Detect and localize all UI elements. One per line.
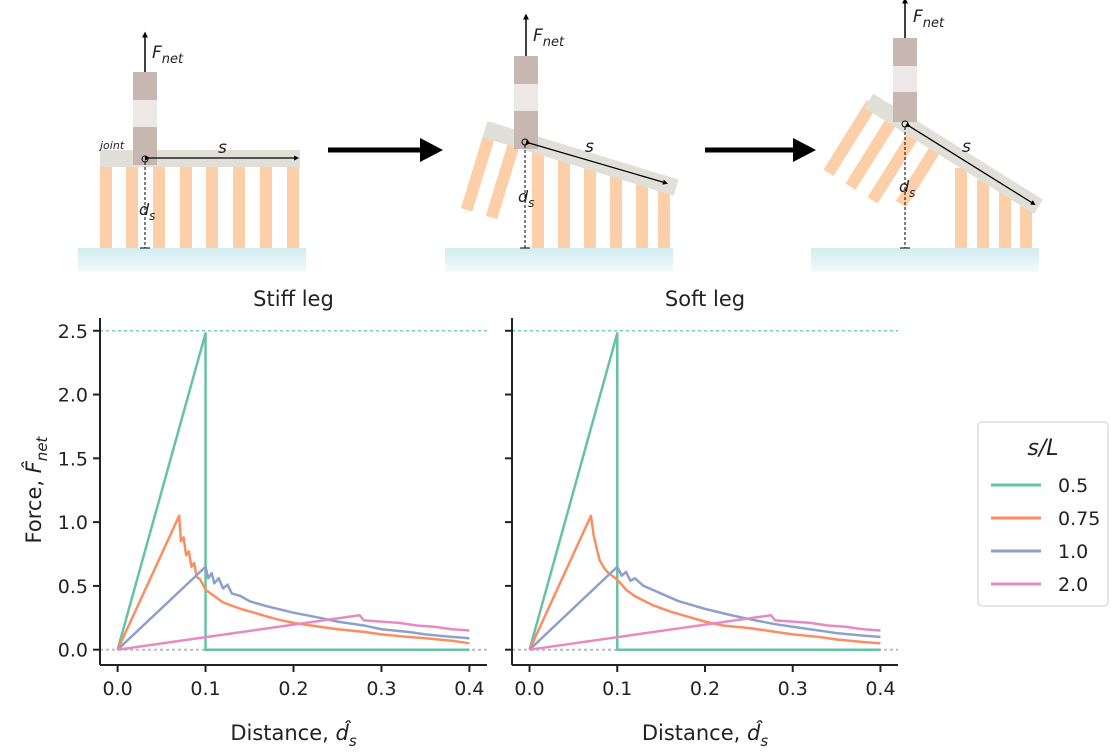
x-tick-label: 0.2 [278, 678, 308, 700]
svg-text:ds: ds [139, 200, 155, 223]
axis-label-sub: s [349, 732, 357, 750]
legend-title: s/L [1027, 436, 1058, 461]
x-tick-label: 0.2 [690, 678, 720, 700]
force-symbol: F [913, 7, 923, 27]
svg-text:Fnet: Fnet [913, 7, 945, 31]
axis-label-sub: net [33, 435, 51, 461]
axis-label: Force, F̂net [21, 435, 51, 543]
diagram-soft-2: Fnet s ds [811, 0, 1043, 272]
chart-title: Soft leg [665, 287, 745, 311]
y-tick-label: 0.0 [58, 640, 88, 662]
x-tick-label: 0.1 [602, 678, 632, 700]
depth-sub: s [149, 209, 155, 223]
series-line [528, 332, 881, 651]
y-tick-label: 0.5 [58, 576, 88, 598]
x-tick-label: 0.4 [454, 678, 484, 700]
svg-text:ds: ds [899, 177, 915, 200]
axis-label-text: Distance, [230, 721, 335, 745]
force-sub: net [543, 35, 565, 50]
svg-text:Fnet: Fnet [152, 43, 184, 67]
chart-title: Stiff leg [253, 287, 334, 311]
joint-label: joint [98, 139, 125, 152]
legend-label: 0.5 [1058, 475, 1088, 497]
x-tick-label: 0.1 [190, 678, 220, 700]
depth-symbol: d [899, 177, 910, 196]
axis-label-symbol: F̂ [21, 460, 46, 473]
span-label: s [962, 137, 971, 157]
span-label: s [218, 138, 227, 158]
axis-label-text: Force, [22, 473, 46, 543]
series-line [117, 613, 470, 651]
span-label: s [585, 137, 594, 157]
force-symbol: F [533, 26, 543, 46]
depth-sub: s [528, 196, 534, 210]
axis-label-symbol: d̂ [747, 720, 763, 745]
y-tick-label: 1.5 [58, 448, 88, 470]
series-line [116, 332, 470, 651]
depth-sub: s [909, 186, 915, 200]
legend-label: 2.0 [1058, 574, 1088, 596]
axis-label: Distance, d̂s [230, 720, 357, 750]
diagram-stiff: Fnet joint s ds [78, 31, 306, 272]
series-line [528, 565, 881, 651]
series-line [116, 565, 470, 651]
axis-label-sub: s [760, 732, 768, 750]
force-sub: net [923, 16, 945, 31]
force-symbol: F [152, 43, 162, 63]
x-tick-label: 0.0 [514, 678, 544, 700]
legend-label: 1.0 [1058, 541, 1088, 563]
x-tick-label: 0.3 [778, 678, 808, 700]
svg-text:Fnet: Fnet [533, 26, 565, 50]
depth-symbol: d [518, 187, 529, 206]
y-tick-label: 2.5 [58, 321, 88, 343]
series-line [116, 514, 470, 651]
arrow-head [793, 138, 816, 162]
force-sub: net [162, 52, 184, 67]
x-tick-label: 0.3 [366, 678, 396, 700]
y-tick-label: 2.0 [58, 385, 88, 407]
y-tick-label: 1.0 [58, 512, 88, 534]
series-line [528, 514, 881, 651]
diagram-soft-1: Fnet s ds [445, 13, 679, 272]
arrow-head [420, 138, 443, 162]
x-tick-label: 0.4 [865, 678, 895, 700]
legend-label: 0.75 [1058, 508, 1100, 530]
axis-label-symbol: d̂ [336, 720, 352, 745]
axis-label-text: Distance, [642, 721, 747, 745]
legend-box [977, 421, 1109, 607]
axis-label: Distance, d̂s [642, 720, 769, 750]
series-line [529, 613, 881, 651]
x-tick-label: 0.0 [102, 678, 132, 700]
depth-symbol: d [139, 200, 150, 219]
svg-text:ds: ds [518, 187, 534, 210]
